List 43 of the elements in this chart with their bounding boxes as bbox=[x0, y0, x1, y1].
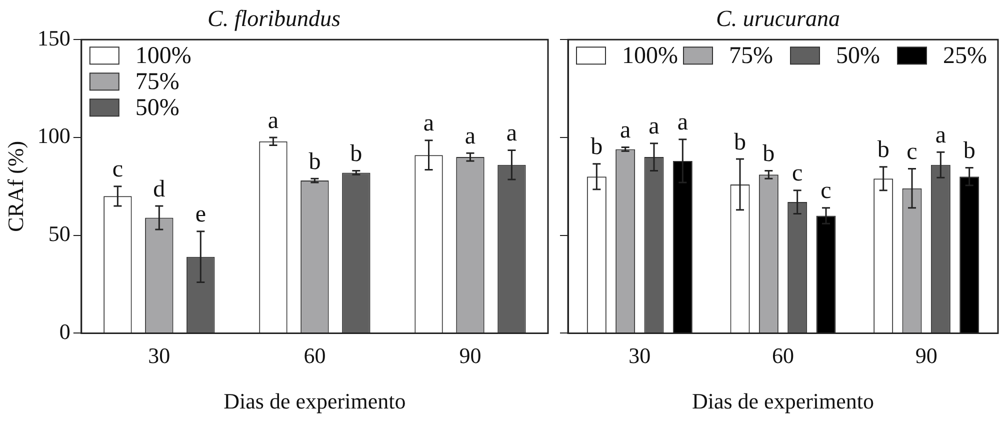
data-label: a bbox=[268, 108, 279, 134]
data-label: b bbox=[762, 141, 775, 168]
x-tick-label: 60 bbox=[304, 343, 326, 368]
data-label: c bbox=[906, 139, 918, 166]
y-tick-label: 150 bbox=[37, 25, 70, 50]
legend-label: 75% bbox=[729, 42, 773, 69]
data-label: a bbox=[506, 120, 518, 146]
data-label: b bbox=[350, 141, 362, 168]
data-label: b bbox=[590, 134, 603, 160]
data-label: c bbox=[112, 156, 124, 183]
data-label: a bbox=[423, 110, 434, 137]
x-axis-title: Dias de experimento bbox=[224, 388, 406, 414]
data-label: b bbox=[308, 148, 321, 175]
legend-label: 50% bbox=[135, 94, 180, 121]
y-tick-label: 50 bbox=[48, 221, 70, 246]
data-label: b bbox=[734, 129, 746, 156]
chart-title: C. floribundus bbox=[208, 6, 340, 31]
data-label: a bbox=[464, 123, 476, 150]
x-tick-label: 30 bbox=[148, 343, 170, 368]
x-tick-label: 90 bbox=[915, 343, 938, 368]
legend-label: 75% bbox=[135, 68, 180, 95]
data-label: a bbox=[677, 110, 688, 136]
data-label: d bbox=[153, 176, 166, 202]
data-label: b bbox=[963, 138, 976, 164]
chart-title: C. urucurana bbox=[716, 6, 840, 31]
data-label: a bbox=[648, 114, 660, 140]
legend-label: 100% bbox=[622, 42, 678, 69]
data-label: a bbox=[620, 118, 632, 144]
y-tick-label: 0 bbox=[59, 318, 70, 344]
data-label: c bbox=[792, 160, 803, 187]
data-label: a bbox=[935, 122, 946, 148]
y-tick-label: 100 bbox=[37, 123, 70, 148]
data-label: c bbox=[820, 178, 832, 204]
legend-label: 25% bbox=[943, 42, 987, 69]
legend-label: 50% bbox=[836, 42, 880, 69]
x-tick-label: 90 bbox=[459, 343, 482, 368]
data-label: b bbox=[877, 137, 890, 164]
legend-label: 100% bbox=[135, 42, 192, 69]
x-axis-title: Dias de experimento bbox=[692, 388, 874, 414]
x-tick-label: 30 bbox=[628, 343, 651, 368]
y-axis-title: CRAf (%) bbox=[2, 140, 28, 232]
x-tick-label: 60 bbox=[772, 343, 794, 368]
data-label: e bbox=[195, 202, 206, 228]
